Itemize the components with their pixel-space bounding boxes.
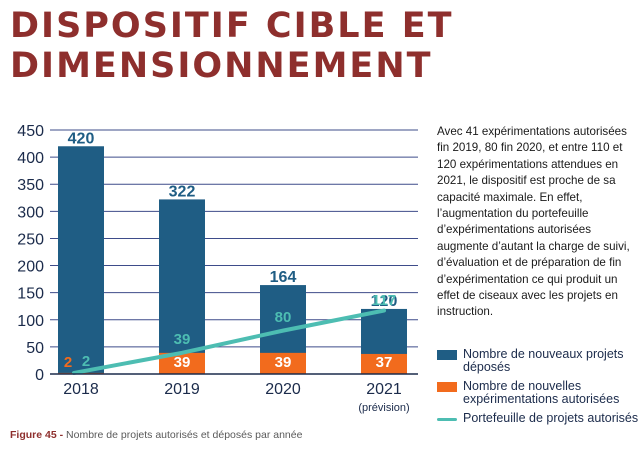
- legend-label-deposes: Nombre de nouveaux projets déposés: [463, 347, 624, 374]
- caption-text: Nombre de projets autorisés et déposés p…: [66, 429, 303, 441]
- label-portefeuille-2018: 2: [82, 353, 90, 370]
- label-portefeuille-2021: 117: [372, 292, 396, 309]
- y-tick-label-300: 300: [17, 204, 44, 221]
- y-tick-label-450: 450: [17, 123, 44, 140]
- data-labels-group: 420 322 164 120 2 39 39 37 2 39 80 117: [64, 130, 398, 371]
- x-tick-label-2018: 2018: [63, 381, 99, 398]
- title-line-2: DIMENSIONNEMENT: [10, 46, 433, 86]
- label-deposes-2018: 420: [68, 130, 95, 147]
- axes-group: 0 50 100 150 200 250 300 350 400 450 2018 2019 2020 2…: [17, 123, 418, 414]
- y-tick-label-250: 250: [17, 231, 44, 248]
- title-line-1: DISPOSITIF CIBLE ET: [10, 6, 454, 46]
- legend-item-deposes: Nombre de nouveaux projets déposés: [437, 348, 643, 374]
- label-deposes-2021: 120: [371, 293, 398, 310]
- label-deposes-2020: 164: [270, 269, 297, 286]
- label-portefeuille-2020: 80: [275, 309, 292, 326]
- label-deposes-2019: 322: [169, 183, 196, 200]
- bar-deposes-2018: [58, 146, 104, 374]
- y-tick-label-400: 400: [17, 150, 44, 167]
- x-tick-note-2021: (prévision): [358, 402, 409, 414]
- legend-label-autorises: Nombre de nouvelles expérimentations aut…: [463, 379, 620, 406]
- caption-figure-number: Figure 45 -: [10, 429, 64, 441]
- figure-caption: Figure 45 - Nombre de projets autorisés …: [10, 429, 302, 441]
- y-tick-label-100: 100: [17, 313, 44, 330]
- portefeuille-line: [72, 308, 386, 375]
- y-tick-label-150: 150: [17, 286, 44, 303]
- legend-swatch-deposes: [437, 350, 457, 360]
- label-portefeuille-2019: 39: [174, 331, 191, 348]
- legend-swatch-autorises: [437, 382, 457, 392]
- label-autorises-2019: 39: [174, 354, 191, 371]
- x-tick-label-2021: 2021: [366, 381, 402, 398]
- bar-deposes-2019: [159, 199, 205, 374]
- gridlines: [50, 129, 418, 348]
- x-tick-label-2020: 2020: [265, 381, 301, 398]
- legend-item-portefeuille: Portefeuille de projets autorisés: [437, 412, 643, 425]
- legend: Nombre de nouveaux projets déposés Nombr…: [437, 348, 643, 425]
- legend-swatch-portefeuille: [437, 418, 457, 421]
- page-title: DISPOSITIF CIBLE ET DIMENSIONNEMENT: [10, 6, 453, 86]
- label-autorises-2018: 2: [64, 354, 72, 371]
- bar-autorises-2021: [361, 353, 407, 374]
- label-autorises-2020: 39: [275, 354, 292, 371]
- label-autorises-2021: 37: [376, 354, 393, 371]
- legend-label-portefeuille: Portefeuille de projets autorisés: [463, 411, 639, 425]
- description-text: Avec 41 expérimentations autorisées fin …: [437, 125, 630, 319]
- bar-autorises-2019: [159, 352, 205, 374]
- y-tick-label-0: 0: [35, 367, 44, 384]
- bar-autorises-2020: [260, 352, 306, 374]
- y-tick-label-200: 200: [17, 259, 44, 276]
- legend-item-autorises: Nombre de nouvelles expérimentations aut…: [437, 380, 643, 406]
- y-tick-label-350: 350: [17, 177, 44, 194]
- x-tick-label-2019: 2019: [164, 381, 200, 398]
- y-tick-label-50: 50: [26, 340, 44, 357]
- portefeuille-line-group: [72, 308, 386, 375]
